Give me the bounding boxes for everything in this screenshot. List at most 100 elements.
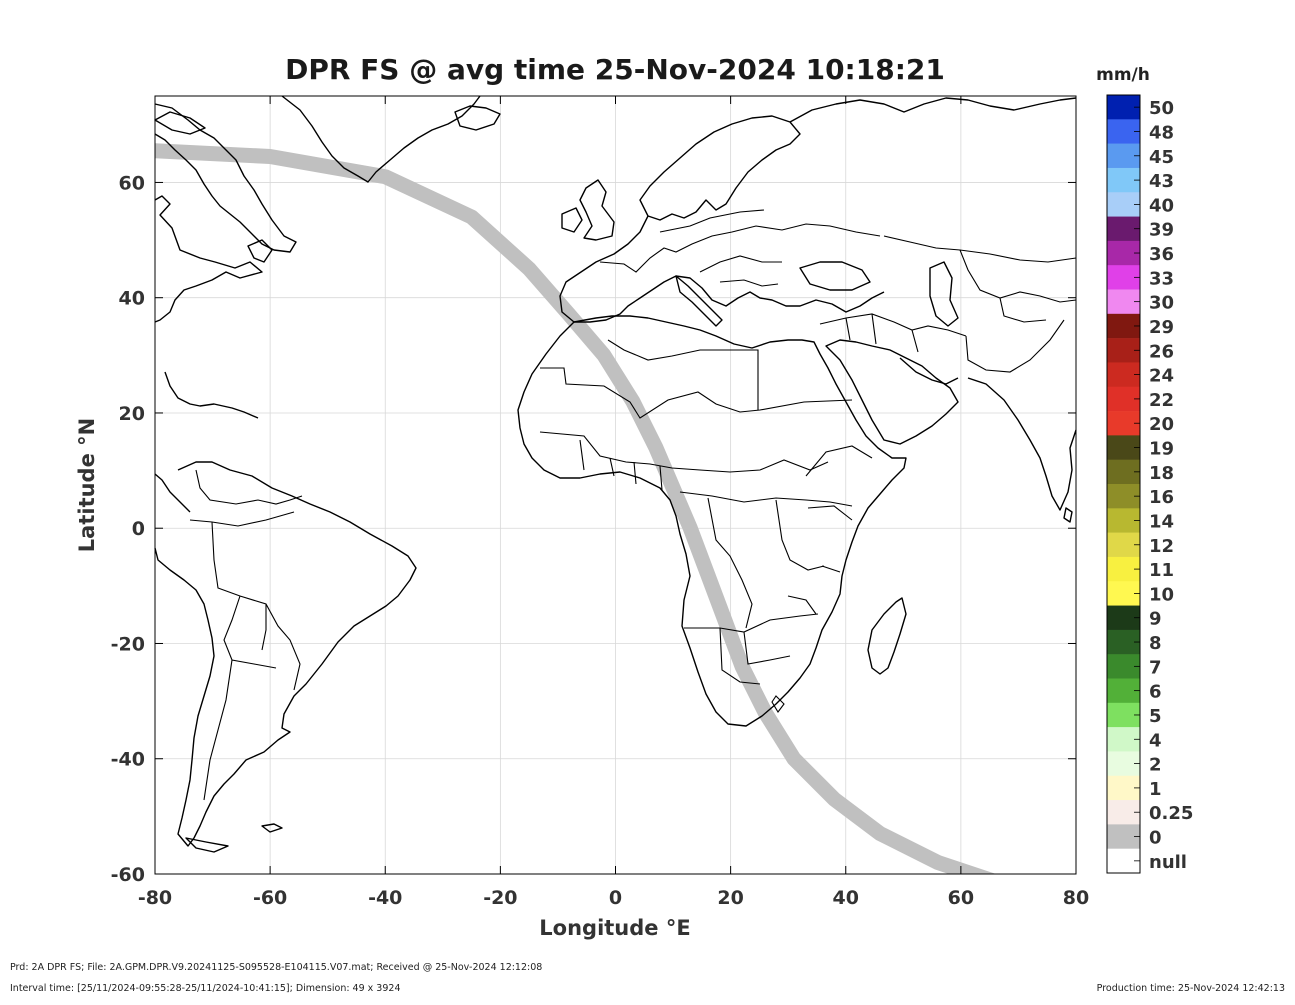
- colorbar-label: 30: [1149, 293, 1174, 314]
- colorbar-label: 26: [1149, 341, 1174, 362]
- colorbar-label: 8: [1149, 633, 1162, 654]
- colorbar-label: 43: [1149, 171, 1174, 192]
- colorbar-unit: mm/h: [1096, 65, 1150, 85]
- footer-production-time: Production time: 25-Nov-2024 12:42:13: [1096, 983, 1285, 994]
- coastline-iceland: [454, 105, 501, 131]
- y-tick-label: 0: [132, 518, 145, 540]
- border-north-south-america: [195, 469, 303, 505]
- y-tick-label: 20: [119, 403, 145, 425]
- satellite-swath: [155, 143, 997, 874]
- border-southern-africa: [684, 613, 819, 713]
- coastline-italy: [675, 275, 723, 327]
- coastline-arabia: [825, 339, 959, 445]
- colorbar-label: 4: [1149, 730, 1162, 751]
- coastline-falklands: [261, 823, 283, 833]
- colorbar-label: 10: [1149, 584, 1174, 605]
- x-tick-label: 0: [609, 887, 622, 909]
- coastlines: [154, 95, 1077, 853]
- y-tick-label: -20: [111, 633, 145, 655]
- plot-title: DPR FS @ avg time 25-Nov-2024 10:18:21: [285, 53, 945, 86]
- country-borders: [189, 209, 1077, 801]
- colorbar-label: 12: [1149, 536, 1174, 557]
- colorbar-label: 6: [1149, 682, 1162, 703]
- coastline-baffin: [154, 111, 206, 135]
- x-tick-label: 20: [717, 887, 743, 909]
- y-axis-ticks: 60 40 20 0 -20 -40 -60: [111, 172, 1076, 886]
- y-tick-label: -40: [111, 749, 145, 771]
- border-europe: [599, 209, 881, 287]
- footer-file-info: Prd: 2A DPR FS; File: 2A.GPM.DPR.V9.2024…: [10, 962, 543, 973]
- colorbar-frame: [1106, 94, 1141, 874]
- border-middle-east: [819, 313, 1065, 373]
- coastline-north-america: [154, 195, 263, 323]
- coastline-greenland: [281, 95, 481, 183]
- colorbar-label: 0.25: [1149, 803, 1193, 824]
- colorbar-label: 20: [1149, 414, 1174, 435]
- x-axis-ticks: -80 -60 -40 -20 0 20 40 60 80: [138, 96, 1089, 909]
- border-south-america: [189, 511, 301, 801]
- coastline-sri-lanka: [1063, 507, 1073, 523]
- x-tick-label: -60: [253, 887, 287, 909]
- coastline-africa: [517, 315, 907, 727]
- coastline-india: [967, 377, 1077, 511]
- coastline-finland-russia: [789, 97, 1077, 123]
- colorbar: 5048454340393633302926242220191816141211…: [1106, 94, 1193, 874]
- colorbar-label: 48: [1149, 122, 1174, 143]
- border-west-africa: [579, 439, 663, 491]
- y-tick-label: -60: [111, 864, 145, 886]
- colorbar-label: 22: [1149, 390, 1174, 411]
- border-east-africa: [787, 445, 873, 615]
- colorbar-label: 16: [1149, 487, 1174, 508]
- colorbar-label: 24: [1149, 366, 1174, 387]
- colorbar-label: 5: [1149, 706, 1162, 727]
- border-central-asia: [883, 235, 1077, 323]
- border-central-africa: [679, 491, 853, 629]
- colorbar-label: 7: [1149, 657, 1162, 678]
- coastline-tierra-del-fuego: [185, 837, 229, 853]
- colorbar-label: 19: [1149, 439, 1174, 460]
- colorbar-label: 50: [1149, 98, 1174, 119]
- colorbar-label: 45: [1149, 147, 1174, 168]
- coastline-western-europe: [559, 215, 885, 323]
- coastline-caspian: [929, 261, 959, 327]
- colorbar-label: 18: [1149, 463, 1174, 484]
- x-tick-label: -20: [483, 887, 517, 909]
- coastline-newfoundland: [247, 239, 273, 263]
- colorbar-label: 9: [1149, 609, 1162, 630]
- coastline-black-sea: [799, 261, 871, 291]
- coastline-britain: [579, 179, 615, 241]
- coastline-south-america: [154, 461, 417, 847]
- colorbar-label: 39: [1149, 220, 1174, 241]
- x-axis-label: Longitude °E: [539, 916, 690, 940]
- border-north-africa: [607, 339, 759, 410]
- colorbar-label: 1: [1149, 779, 1162, 800]
- colorbar-label: 40: [1149, 195, 1174, 216]
- coastline-central-america: [154, 473, 191, 513]
- coastline-madagascar: [867, 597, 907, 675]
- colorbar-label: 33: [1149, 268, 1174, 289]
- colorbar-label: 36: [1149, 244, 1174, 265]
- footer-interval-info: Interval time: [25/11/2024-09:55:28-25/1…: [10, 983, 401, 994]
- coastline-labrador: [154, 103, 297, 253]
- x-tick-label: -80: [138, 887, 172, 909]
- colorbar-label: 14: [1149, 511, 1174, 532]
- colorbar-label: 0: [1149, 828, 1162, 849]
- y-axis-label: Latitude °N: [75, 418, 99, 552]
- y-tick-label: 60: [119, 172, 145, 194]
- x-tick-label: 40: [833, 887, 859, 909]
- x-tick-label: 80: [1063, 887, 1089, 909]
- coastline-persian-gulf: [899, 357, 959, 385]
- x-tick-label: 60: [948, 887, 974, 909]
- x-tick-label: -40: [368, 887, 402, 909]
- border-sahara-west: [540, 367, 853, 419]
- y-tick-label: 40: [119, 288, 145, 310]
- colorbar-label: 11: [1149, 560, 1174, 581]
- coastline-norway-scandinavia: [639, 115, 801, 221]
- colorbar-label: 29: [1149, 317, 1174, 338]
- coastline-florida-caribbean: [164, 371, 259, 419]
- coastline-ireland: [561, 207, 583, 233]
- border-sahel: [539, 431, 829, 473]
- swath-track: [155, 143, 997, 874]
